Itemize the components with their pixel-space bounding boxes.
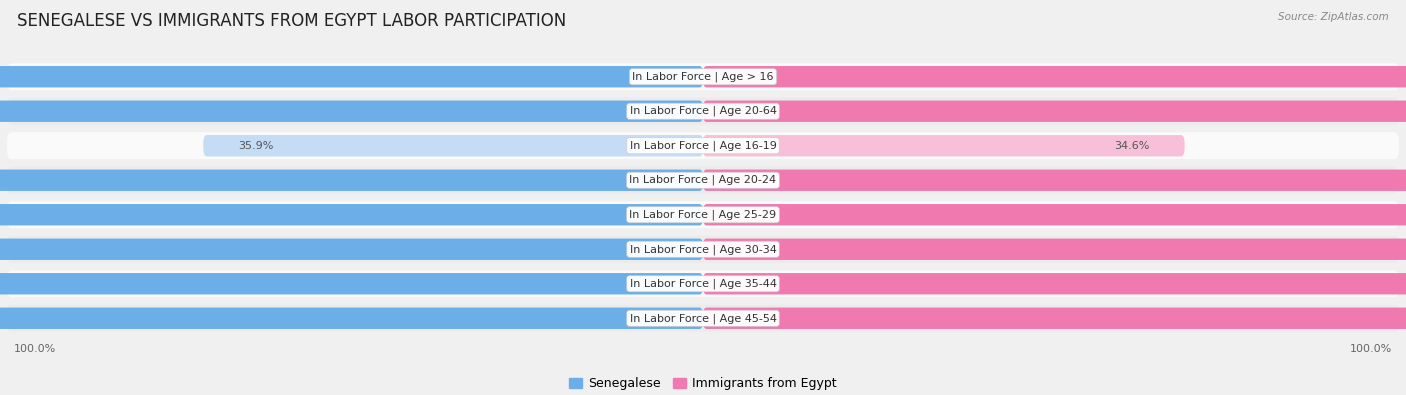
FancyBboxPatch shape (7, 201, 1399, 228)
FancyBboxPatch shape (0, 66, 703, 87)
FancyBboxPatch shape (0, 239, 703, 260)
Text: In Labor Force | Age 25-29: In Labor Force | Age 25-29 (630, 209, 776, 220)
Text: In Labor Force | Age 30-34: In Labor Force | Age 30-34 (630, 244, 776, 254)
FancyBboxPatch shape (703, 101, 1406, 122)
FancyBboxPatch shape (7, 98, 1399, 125)
FancyBboxPatch shape (204, 135, 703, 156)
FancyBboxPatch shape (7, 63, 1399, 90)
FancyBboxPatch shape (7, 132, 1399, 159)
Text: SENEGALESE VS IMMIGRANTS FROM EGYPT LABOR PARTICIPATION: SENEGALESE VS IMMIGRANTS FROM EGYPT LABO… (17, 12, 567, 30)
FancyBboxPatch shape (0, 273, 703, 294)
Text: In Labor Force | Age 35-44: In Labor Force | Age 35-44 (630, 278, 776, 289)
FancyBboxPatch shape (703, 66, 1406, 87)
FancyBboxPatch shape (703, 204, 1406, 226)
FancyBboxPatch shape (0, 101, 703, 122)
FancyBboxPatch shape (0, 308, 703, 329)
FancyBboxPatch shape (7, 167, 1399, 194)
Text: In Labor Force | Age > 16: In Labor Force | Age > 16 (633, 71, 773, 82)
Legend: Senegalese, Immigrants from Egypt: Senegalese, Immigrants from Egypt (564, 372, 842, 395)
Text: 100.0%: 100.0% (14, 344, 56, 354)
Text: In Labor Force | Age 20-24: In Labor Force | Age 20-24 (630, 175, 776, 186)
FancyBboxPatch shape (0, 204, 703, 226)
Text: 100.0%: 100.0% (1350, 344, 1392, 354)
FancyBboxPatch shape (703, 239, 1406, 260)
Text: In Labor Force | Age 20-64: In Labor Force | Age 20-64 (630, 106, 776, 117)
FancyBboxPatch shape (7, 270, 1399, 297)
FancyBboxPatch shape (703, 308, 1406, 329)
FancyBboxPatch shape (7, 236, 1399, 263)
Text: Source: ZipAtlas.com: Source: ZipAtlas.com (1278, 12, 1389, 22)
Text: In Labor Force | Age 16-19: In Labor Force | Age 16-19 (630, 141, 776, 151)
FancyBboxPatch shape (7, 305, 1399, 332)
Text: In Labor Force | Age 45-54: In Labor Force | Age 45-54 (630, 313, 776, 324)
Text: 34.6%: 34.6% (1115, 141, 1150, 151)
FancyBboxPatch shape (703, 273, 1406, 294)
Text: 35.9%: 35.9% (238, 141, 274, 151)
FancyBboxPatch shape (0, 169, 703, 191)
FancyBboxPatch shape (703, 135, 1185, 156)
FancyBboxPatch shape (703, 169, 1406, 191)
